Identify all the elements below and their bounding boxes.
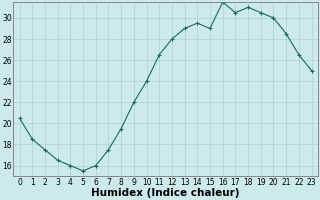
X-axis label: Humidex (Indice chaleur): Humidex (Indice chaleur): [91, 188, 240, 198]
